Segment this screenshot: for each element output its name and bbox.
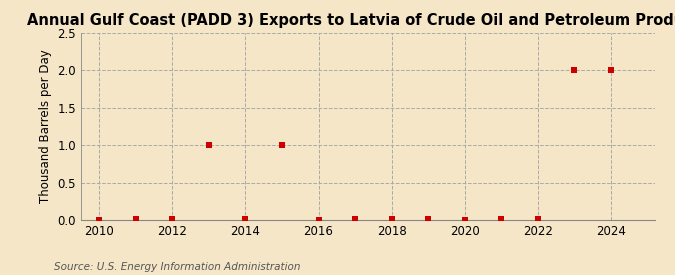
Y-axis label: Thousand Barrels per Day: Thousand Barrels per Day bbox=[39, 50, 52, 204]
Point bbox=[167, 217, 178, 221]
Point bbox=[277, 143, 288, 147]
Point bbox=[386, 216, 397, 221]
Point bbox=[496, 217, 507, 221]
Point bbox=[240, 217, 251, 221]
Point bbox=[94, 218, 105, 222]
Point bbox=[130, 216, 141, 221]
Point bbox=[313, 218, 324, 222]
Point bbox=[459, 218, 470, 222]
Point bbox=[533, 217, 543, 221]
Point bbox=[569, 68, 580, 73]
Text: Source: U.S. Energy Information Administration: Source: U.S. Energy Information Administ… bbox=[54, 262, 300, 272]
Point bbox=[203, 143, 214, 147]
Point bbox=[605, 68, 616, 73]
Point bbox=[350, 216, 360, 221]
Point bbox=[423, 216, 433, 221]
Title: Annual Gulf Coast (PADD 3) Exports to Latvia of Crude Oil and Petroleum Products: Annual Gulf Coast (PADD 3) Exports to La… bbox=[27, 13, 675, 28]
